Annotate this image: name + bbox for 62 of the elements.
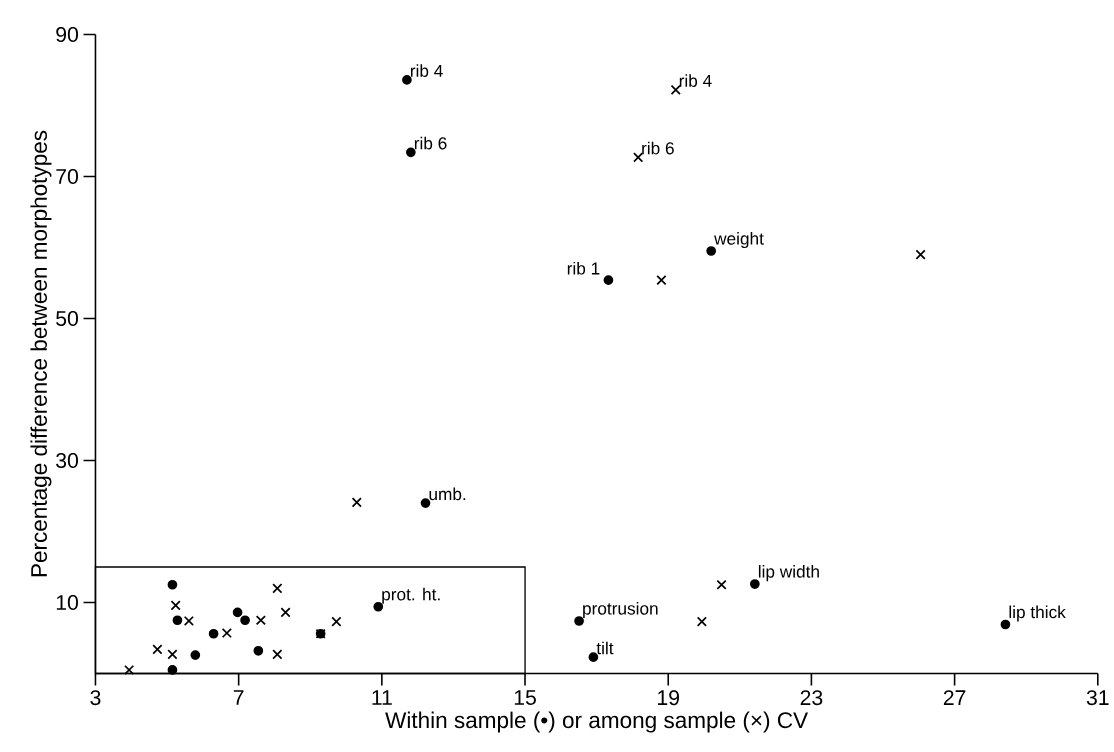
annotation: weight — [714, 232, 764, 249]
point — [574, 616, 584, 626]
point — [716, 579, 727, 590]
x-tick-label: 19 — [658, 690, 680, 706]
point — [750, 579, 760, 590]
y-tick-label: 90 — [56, 27, 79, 43]
x-tick-label: 3 — [90, 690, 101, 706]
point — [167, 665, 178, 675]
y-tick-label: 10 — [56, 595, 79, 611]
point — [373, 602, 384, 612]
point — [331, 616, 342, 627]
point — [603, 275, 614, 286]
point — [670, 84, 681, 96]
y-tick-label: 30 — [56, 453, 79, 469]
annotation: prot. ht. — [382, 587, 440, 604]
point — [124, 665, 135, 676]
point — [406, 147, 416, 158]
y-axis-title: Percentage difference between morphotypes — [30, 130, 52, 577]
point — [172, 615, 183, 626]
point — [696, 616, 707, 627]
x-tick-label: 15 — [514, 690, 536, 706]
point — [183, 616, 194, 627]
annotation: umb. — [429, 487, 466, 501]
point — [253, 646, 264, 656]
point — [272, 583, 283, 594]
annotation: lip thick — [1009, 605, 1066, 622]
annotation: rib 6 — [414, 136, 447, 150]
x-axis-title: Within sample (•) or among sample (×) CV — [385, 711, 808, 733]
annotation: tilt — [596, 641, 614, 655]
point — [240, 615, 250, 626]
point — [190, 650, 201, 661]
point — [402, 75, 412, 85]
x-tick-label: 27 — [943, 690, 966, 706]
annotation: rib 6 — [642, 141, 674, 155]
point — [706, 246, 717, 256]
x-tick-label: 31 — [1086, 690, 1109, 706]
point — [232, 607, 243, 618]
annotation: lip width — [758, 565, 819, 582]
point — [208, 629, 219, 639]
x-tick-label: 7 — [233, 690, 244, 705]
point — [255, 615, 266, 626]
point — [280, 607, 291, 618]
point — [167, 649, 178, 660]
annotation: rib 4 — [410, 64, 443, 78]
annotation: rib 1 — [567, 262, 600, 275]
point — [656, 275, 667, 286]
point — [633, 152, 644, 163]
x-tick-label: 11 — [372, 690, 392, 705]
point — [351, 497, 362, 508]
point — [915, 249, 926, 260]
annotation: protrusion — [583, 602, 658, 619]
point — [221, 628, 232, 639]
y-tick-label: 70 — [56, 169, 79, 185]
point — [1000, 619, 1011, 630]
annotation: rib 4 — [679, 74, 712, 88]
x-tick-label: 23 — [800, 690, 823, 706]
point — [420, 498, 431, 509]
y-tick-label: 50 — [56, 311, 79, 327]
point — [170, 600, 181, 611]
point — [152, 644, 163, 655]
point — [167, 580, 178, 590]
point — [272, 649, 283, 660]
